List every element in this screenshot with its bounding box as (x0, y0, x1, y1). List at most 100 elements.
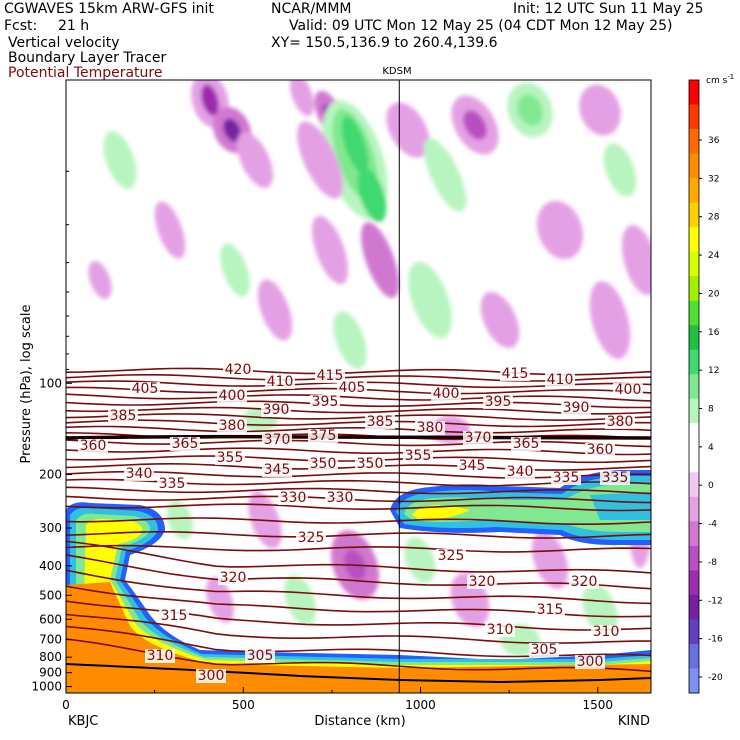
theta-label: 380 (417, 420, 444, 436)
cross-section-endpoints: XY= 150.5,136.9 to 260.4,139.6 (271, 35, 498, 51)
theta-label: 305 (247, 648, 274, 664)
colorbar-swatch (689, 619, 699, 645)
colorbar-units-exponent: -1 (727, 73, 734, 81)
colorbar-swatch (689, 472, 699, 498)
theta-label: 325 (438, 548, 465, 564)
plot-frame (65, 79, 652, 694)
theta-label-bg (529, 643, 559, 657)
model-title: CGWAVES 15km ARW-GFS init (4, 1, 214, 17)
y-axis-title: Pressure (hPa), log scale (19, 305, 34, 464)
colorbar-label: -4 (708, 520, 717, 530)
theta-contour (66, 419, 651, 428)
theta-label-bg (217, 419, 247, 433)
theta-label: 335 (159, 476, 186, 492)
colorbar-swatch (689, 178, 699, 204)
colorbar-label: -16 (708, 635, 723, 645)
forecast-hours: 21 h (58, 18, 90, 34)
colorbar-label: 24 (708, 251, 720, 261)
colorbar-label: 36 (708, 136, 720, 146)
colorbar-swatch (689, 325, 699, 351)
colorbar-swatch (689, 153, 699, 179)
theta-label: 335 (553, 470, 580, 486)
theta-label-bg (403, 449, 433, 463)
colorbar-swatch (689, 80, 699, 106)
theta-label-bg (457, 459, 487, 473)
theta-label: 395 (312, 394, 339, 410)
theta-label-bg (196, 669, 226, 683)
theta-label: 390 (263, 402, 290, 418)
colorbar: 36 32 28 24 20 16 12 8 4 0 -4 -8 -12 -16 -20 (688, 79, 723, 694)
theta-label: 320 (469, 574, 496, 590)
theta-label: 300 (198, 668, 225, 684)
theta-contour (66, 447, 651, 456)
theta-contour (66, 406, 651, 415)
theta-label-bg (245, 649, 275, 663)
x-tick-label: 1500 (583, 698, 614, 712)
theta-label: 340 (507, 464, 534, 480)
colorbar-swatch (689, 668, 699, 694)
theta-label-bg (365, 415, 395, 429)
colorbar-swatch (689, 374, 699, 400)
theta-label-bg (278, 491, 308, 505)
theta-contour (66, 517, 651, 525)
theta-contour (66, 503, 651, 512)
colorbar-swatch (689, 104, 699, 130)
colorbar-label: 8 (708, 405, 714, 415)
theta-label-bg (337, 381, 367, 395)
theta-label: 370 (465, 430, 492, 446)
theta-label-bg (308, 457, 338, 471)
theta-label: 315 (537, 602, 564, 618)
field-label-potential-temperature: Potential Temperature (8, 65, 163, 81)
theta-contour (66, 439, 651, 448)
x-axis-title: Distance (km) (314, 714, 405, 729)
theta-label-bg (315, 369, 345, 383)
colorbar-label: 20 (708, 289, 720, 299)
theta-label-bg (467, 575, 497, 589)
theta-label-bg (170, 437, 200, 451)
theta-contour (66, 531, 651, 539)
theta-label-bg (262, 433, 292, 447)
colorbar-label: 28 (708, 213, 720, 223)
theta-label: 395 (485, 394, 512, 410)
theta-label: 320 (571, 574, 598, 590)
colorbar-swatch (689, 300, 699, 326)
theta-label: 345 (264, 462, 291, 478)
theta-label: 385 (367, 414, 394, 430)
theta-label: 410 (547, 372, 574, 388)
theta-label-bg (463, 431, 493, 445)
theta-label: 350 (310, 456, 337, 472)
colorbar-swatch (689, 594, 699, 620)
theta-label-bg (261, 403, 291, 417)
y-tick-label: 300 (39, 521, 62, 535)
theta-label: 380 (607, 414, 634, 430)
theta-label: 390 (563, 400, 590, 416)
theta-label: 365 (513, 436, 540, 452)
theta-label: 415 (502, 366, 529, 382)
valid-time: Valid: 09 UTC Mon 12 May 25 (04 CDT Mon … (289, 18, 673, 34)
theta-label: 360 (587, 442, 614, 458)
theta-label-bg (483, 395, 513, 409)
theta-label-bg (600, 471, 630, 485)
tropopause-line (66, 434, 651, 440)
x-axis: 0 500 1000 1500 (62, 687, 613, 712)
theta-contour (66, 569, 651, 605)
colorbar-frame (688, 79, 700, 694)
theta-label: 385 (110, 408, 137, 424)
colorbar-swatch (689, 545, 699, 571)
theta-label: 310 (487, 622, 514, 638)
theta-label-bg (613, 383, 643, 397)
colorbar-swatch (689, 447, 699, 473)
theta-contour (66, 544, 651, 553)
colorbar-label: 4 (708, 443, 714, 453)
theta-label-bg (157, 477, 187, 491)
colorbar-swatch (689, 202, 699, 228)
colorbar-swatch (689, 423, 699, 449)
y-tick-label: 1000 (31, 680, 62, 694)
y-tick-label: 800 (39, 650, 62, 664)
colorbar-swatch (689, 570, 699, 596)
colorbar-label: -12 (708, 596, 723, 606)
theta-label: 340 (126, 466, 153, 482)
station-marker-label: KDSM (382, 66, 411, 77)
theta-label-bg (591, 625, 621, 639)
